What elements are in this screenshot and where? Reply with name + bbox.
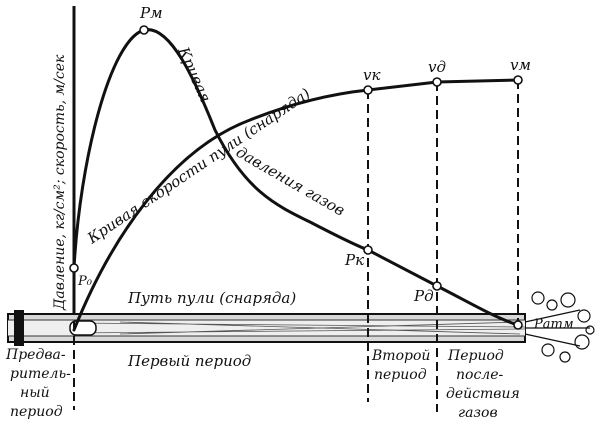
label-vm: vм	[510, 56, 531, 74]
label-pm: Pм	[139, 4, 163, 22]
point-pk	[363, 245, 373, 255]
point-pd	[432, 281, 442, 291]
svg-text:ный: ный	[20, 385, 50, 401]
barrel	[7, 310, 526, 346]
label-vd: vд	[428, 58, 446, 76]
svg-text:после-: после-	[456, 367, 503, 383]
period-second: Второй период	[371, 348, 430, 383]
label-p0: P₀	[77, 274, 93, 289]
label-patm: Pатм	[533, 317, 574, 332]
muzzle-gas	[524, 291, 595, 363]
label-pk: Pк	[344, 251, 364, 269]
period-first: Первый период	[127, 352, 251, 370]
svg-text:период: период	[374, 367, 427, 383]
svg-text:Период: Период	[447, 348, 504, 364]
y-axis-label: Давление, кг/см²; скорость, м/сек	[52, 54, 68, 311]
svg-text:ритель-: ритель-	[10, 366, 71, 382]
velocity-curve	[72, 78, 520, 332]
label-pd: Pд	[413, 287, 434, 305]
pressure-curve-label-1: Кривая	[174, 43, 215, 105]
point-vd	[432, 77, 442, 87]
bullet-path-label: Путь пули (снаряда)	[127, 289, 296, 307]
period-preliminary: Предва- ритель- ный период	[5, 347, 71, 420]
svg-text:действия: действия	[446, 386, 520, 402]
period-after: Период после- действия газов	[446, 348, 520, 421]
point-patm	[513, 320, 523, 330]
svg-text:Второй: Второй	[371, 348, 430, 364]
svg-text:период: период	[10, 404, 63, 420]
point-p0	[69, 263, 79, 273]
point-vm	[513, 75, 523, 85]
svg-text:Предва-: Предва-	[5, 347, 66, 363]
point-vk	[363, 85, 373, 95]
point-pm	[139, 25, 149, 35]
label-vk: vк	[363, 66, 380, 84]
svg-text:газов: газов	[458, 405, 498, 421]
